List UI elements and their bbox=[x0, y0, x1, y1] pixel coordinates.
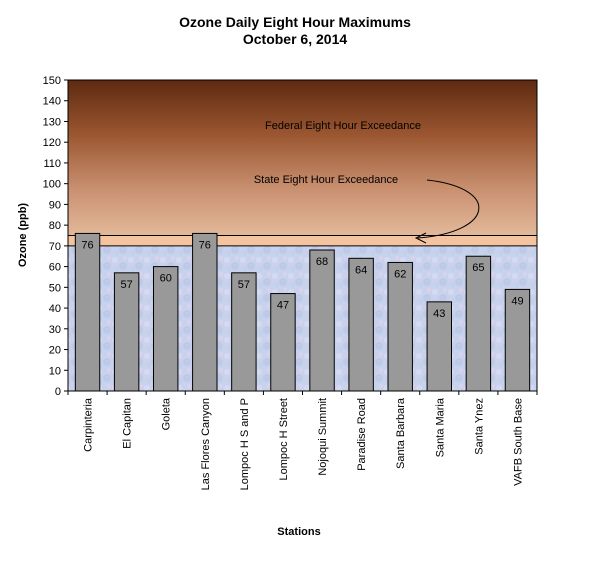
x-axis: Carpinteria El Capitan Goleta Las Flores Ca… bbox=[67, 391, 538, 490]
y-tick-label: 30 bbox=[49, 324, 61, 336]
bar bbox=[504, 288, 531, 392]
data-label: 76 bbox=[199, 239, 211, 251]
x-axis-title: Stations bbox=[277, 526, 320, 538]
y-tick-label: 140 bbox=[43, 96, 61, 108]
below-standard-band bbox=[68, 245, 537, 391]
category-label: VAFB South Base bbox=[512, 398, 524, 486]
y-tick-label: 130 bbox=[43, 116, 61, 128]
y-tick-label: 40 bbox=[49, 303, 61, 315]
bar bbox=[348, 257, 374, 392]
category-label: Lompoc H Street bbox=[278, 398, 290, 481]
category-label: Nojoqui Summit bbox=[317, 398, 329, 476]
category-label: Santa Ynez bbox=[473, 398, 485, 455]
category-label: Las Flores Canyon bbox=[200, 398, 212, 490]
bar bbox=[192, 232, 218, 392]
background-bands bbox=[67, 79, 538, 392]
bar bbox=[465, 255, 492, 392]
state-exceedance-label: State Eight Hour Exceedance bbox=[254, 174, 398, 186]
bar bbox=[387, 261, 413, 392]
bar bbox=[270, 293, 296, 392]
category-label: Santa Maria bbox=[434, 397, 446, 457]
y-tick-label: 10 bbox=[49, 365, 61, 377]
state-exceedance-band bbox=[68, 235, 537, 246]
data-label: 43 bbox=[433, 308, 445, 320]
bar bbox=[231, 272, 257, 392]
y-tick-label: 50 bbox=[49, 282, 61, 294]
bar bbox=[74, 232, 101, 392]
category-label: Santa Barbara bbox=[395, 397, 407, 469]
bar bbox=[152, 266, 179, 392]
data-label: 62 bbox=[394, 268, 406, 280]
y-tick-label: 0 bbox=[55, 386, 61, 398]
bar bbox=[113, 272, 140, 392]
federal-exceedance-band bbox=[68, 80, 537, 236]
chart-title: Ozone Daily Eight Hour Maximums bbox=[179, 14, 411, 30]
bars: 76 57 60 76 57 47 68 64 62 43 65 49 bbox=[74, 232, 531, 392]
state-exceedance-arrow bbox=[417, 179, 480, 239]
category-label: Paradise Road bbox=[356, 398, 368, 471]
data-label: 65 bbox=[472, 262, 484, 274]
y-tick-label: 90 bbox=[49, 199, 61, 211]
category-label: Carpinteria bbox=[83, 397, 95, 452]
category-label: El Capitan bbox=[122, 398, 134, 449]
data-label: 64 bbox=[355, 264, 367, 276]
data-label: 57 bbox=[238, 279, 250, 291]
arrow-head bbox=[414, 232, 427, 244]
y-tick-label: 100 bbox=[43, 179, 61, 191]
y-tick-label: 80 bbox=[49, 220, 61, 232]
data-label: 49 bbox=[511, 295, 523, 307]
category-label: Goleta bbox=[161, 397, 173, 430]
chart-subtitle: October 6, 2014 bbox=[243, 31, 347, 47]
y-tick-label: 20 bbox=[49, 345, 61, 357]
y-tick-label: 70 bbox=[49, 241, 61, 253]
data-label: 60 bbox=[160, 273, 172, 285]
category-label: Lompoc H S and P bbox=[239, 398, 251, 490]
y-axis-title: Ozone (ppb) bbox=[17, 203, 29, 267]
bar bbox=[426, 301, 453, 392]
data-label: 68 bbox=[316, 256, 328, 268]
y-axis: 0 10 20 30 40 50 60 70 80 90 100 110 120 130 140 150 bbox=[43, 75, 68, 398]
data-label: 57 bbox=[121, 279, 133, 291]
y-tick-label: 150 bbox=[43, 75, 61, 87]
y-tick-label: 120 bbox=[43, 137, 61, 149]
data-label: 47 bbox=[277, 300, 289, 312]
federal-exceedance-label: Federal Eight Hour Exceedance bbox=[265, 120, 421, 132]
data-label: 76 bbox=[81, 239, 93, 251]
bar bbox=[309, 249, 335, 392]
y-tick-label: 110 bbox=[43, 158, 61, 170]
y-tick-label: 60 bbox=[49, 262, 61, 274]
